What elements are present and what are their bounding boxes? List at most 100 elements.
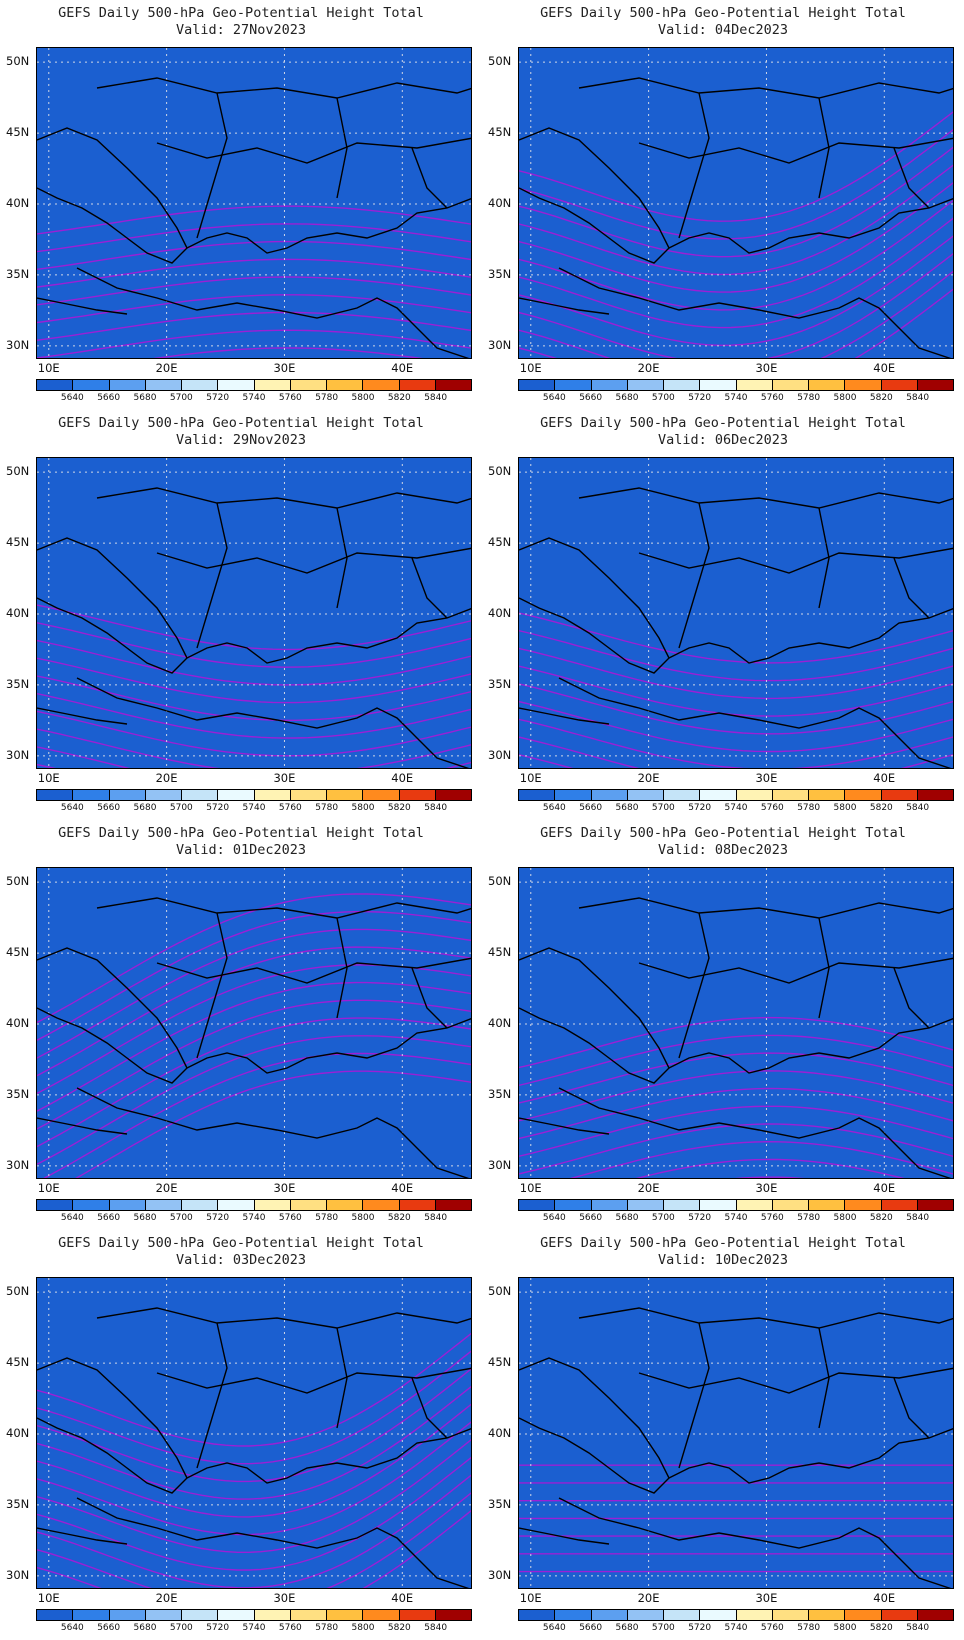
colorbar-label: 5780 — [797, 393, 821, 403]
contour-line — [519, 288, 953, 358]
colorbar-swatch — [399, 1200, 436, 1210]
lon-tick-label: 20E — [155, 1591, 178, 1605]
panel-title: GEFS Daily 500-hPa Geo-Potential Height … — [58, 825, 424, 841]
colorbar-swatch — [627, 790, 664, 800]
colorbar-swatch — [254, 1200, 291, 1210]
lon-tick-label: 40E — [873, 771, 896, 785]
lon-tick-label: 40E — [391, 771, 414, 785]
coastline — [37, 1357, 188, 1494]
coastline — [37, 297, 128, 315]
colorbar-swatch — [627, 1610, 664, 1620]
panel-title: GEFS Daily 500-hPa Geo-Potential Height … — [58, 1235, 424, 1251]
contour-line — [519, 235, 953, 347]
colorbar-label: 5640 — [60, 803, 84, 813]
lon-tick-label: 30E — [273, 361, 296, 375]
colorbar-label: 5660 — [579, 1213, 603, 1223]
contour-line — [519, 718, 953, 768]
contour-line — [37, 1350, 471, 1465]
colorbar-label: 5820 — [869, 393, 893, 403]
contour-line — [37, 223, 471, 253]
colorbar-label: 5800 — [833, 803, 857, 813]
panel-title: GEFS Daily 500-hPa Geo-Potential Height … — [58, 415, 424, 431]
colorbar-swatch — [772, 1200, 809, 1210]
map-panel: GEFS Daily 500-hPa Geo-Potential Height … — [0, 820, 482, 1230]
colorbar-swatch — [591, 1610, 628, 1620]
colorbar-label: 5840 — [424, 393, 448, 403]
coastline — [76, 1497, 470, 1588]
colorbar-swatch — [555, 380, 592, 390]
colorbar-label: 5640 — [542, 1623, 566, 1633]
colorbar-swatch — [254, 1610, 291, 1620]
contour-line — [519, 700, 953, 753]
colorbar-label: 5660 — [97, 1623, 121, 1633]
lat-tick-label: 40N — [488, 1426, 512, 1440]
lon-tick-label: 30E — [273, 1591, 296, 1605]
colorbar-swatch — [845, 790, 882, 800]
contour-line — [37, 911, 471, 1041]
height-map — [518, 457, 954, 769]
colorbar-swatch — [555, 790, 592, 800]
lat-tick-label: 50N — [6, 54, 30, 69]
coastline — [668, 1428, 953, 1484]
contour-line — [519, 1070, 953, 1122]
colorbar-swatch — [519, 1200, 556, 1210]
colorbar-label: 5760 — [278, 803, 302, 813]
coastline — [678, 912, 710, 1059]
panel-title: GEFS Daily 500-hPa Geo-Potential Height … — [540, 5, 906, 21]
colorbar-swatch — [591, 1200, 628, 1210]
colorbar-label: 5760 — [278, 1623, 302, 1633]
colorbar-label: 5720 — [688, 803, 712, 813]
colorbar-swatch — [435, 380, 471, 390]
lat-tick-label: 35N — [6, 1086, 30, 1101]
colorbar-label: 5800 — [833, 393, 857, 403]
lon-tick-label: 20E — [155, 361, 178, 375]
colorbar-label: 5820 — [869, 1623, 893, 1633]
coastline — [818, 1327, 830, 1429]
lat-tick-label: 45N — [488, 1355, 512, 1370]
lat-tick-label: 50N — [488, 464, 512, 479]
colorbar-swatch — [218, 1200, 255, 1210]
coastline — [196, 502, 228, 649]
contour-line — [519, 128, 953, 240]
coastline — [519, 1357, 670, 1494]
colorbar-label: 5840 — [906, 803, 930, 813]
height-band — [519, 458, 953, 768]
lat-tick-label: 30N — [6, 337, 30, 352]
height-map — [36, 457, 472, 769]
colorbar-swatch — [736, 1200, 773, 1210]
lat-tick-label: 30N — [6, 1567, 30, 1582]
lat-tick-label: 45N — [488, 535, 512, 550]
coastline — [37, 127, 188, 264]
colorbar-label: 5720 — [206, 393, 230, 403]
panel-valid-date: Valid: 01Dec2023 — [175, 842, 307, 858]
colorbar-label: 5700 — [651, 1623, 675, 1633]
colorbar-label: 5700 — [169, 803, 193, 813]
colorbar-swatch — [254, 380, 291, 390]
lat-tick-label: 35N — [488, 1086, 512, 1101]
colorbar-swatch — [73, 380, 110, 390]
height-map — [36, 47, 472, 359]
colorbar-swatch — [290, 1610, 327, 1620]
lon-tick-label: 30E — [273, 1181, 296, 1195]
colorbar-label: 5720 — [206, 1623, 230, 1633]
contour-line — [37, 693, 471, 739]
coastline — [893, 1377, 930, 1439]
coastline — [519, 707, 610, 725]
colorbar-label: 5660 — [579, 803, 603, 813]
height-map — [518, 47, 954, 359]
colorbar — [518, 379, 954, 391]
colorbar-label: 5740 — [242, 1213, 266, 1223]
colorbar-swatch — [736, 790, 773, 800]
panel-valid-date: Valid: 04Dec2023 — [657, 22, 789, 38]
coastline — [638, 547, 953, 574]
contour-line — [75, 1070, 471, 1178]
map-panel: GEFS Daily 500-hPa Geo-Potential Height … — [0, 1230, 482, 1640]
colorbar-label: 5800 — [351, 1623, 375, 1633]
colorbar-label: 5720 — [688, 1213, 712, 1223]
colorbar-swatch — [700, 790, 737, 800]
contour-line — [519, 164, 953, 276]
colorbar-swatch — [399, 380, 436, 390]
coastline — [196, 92, 228, 239]
coastline — [519, 1117, 610, 1135]
